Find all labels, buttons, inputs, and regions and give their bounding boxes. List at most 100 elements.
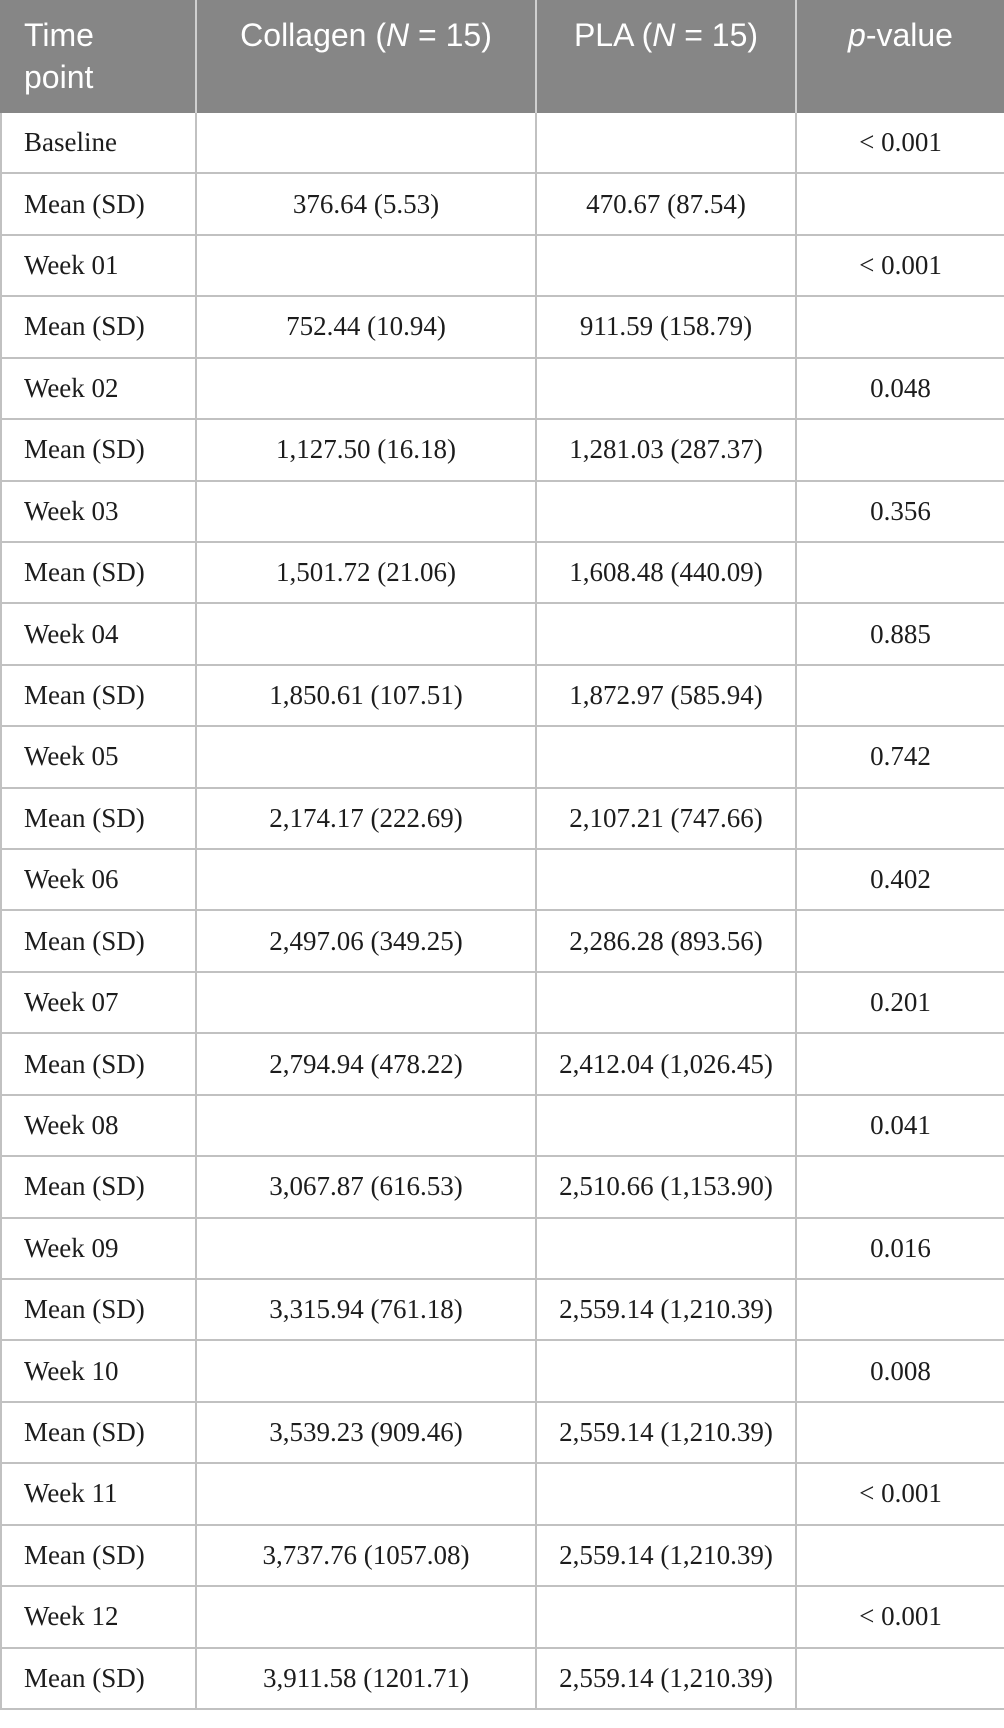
collagen-cell — [197, 235, 537, 298]
collagen-cell — [197, 358, 537, 421]
p-value-cell — [797, 666, 1004, 728]
p-value-cell: 0.742 — [797, 727, 1004, 789]
table-row: Mean (SD) 2,174.17 (222.69) 2,107.21 (747.… — [0, 788, 1004, 851]
table-row: Week 12 < 0.001 — [0, 1587, 1004, 1649]
table-body: Baseline < 0.001 Mean (SD) 376.64 (5.53) 470… — [0, 113, 1004, 1710]
pla-cell: 2,559.14 (1,210.39) — [537, 1525, 797, 1588]
time-point-cell: Week 02 — [0, 358, 197, 421]
pla-cell: 911.59 (158.79) — [537, 297, 797, 359]
collagen-cell: 3,315.94 (761.18) — [197, 1280, 537, 1342]
time-point-cell: Mean (SD) — [0, 174, 197, 236]
collagen-cell: 376.64 (5.53) — [197, 174, 537, 236]
pla-cell: 1,872.97 (585.94) — [537, 665, 797, 728]
p-value-cell — [797, 789, 1004, 851]
p-value-cell: 0.016 — [797, 1219, 1004, 1281]
time-point-cell: Baseline — [0, 113, 197, 175]
header-p-post: -value — [865, 17, 953, 53]
table-row: Week 08 0.041 — [0, 1095, 1004, 1158]
collagen-cell — [197, 1587, 537, 1649]
p-value-cell: 0.402 — [797, 850, 1004, 912]
table-row: Week 11 < 0.001 — [0, 1464, 1004, 1526]
p-value-cell: 0.008 — [797, 1341, 1004, 1403]
time-point-cell: Mean (SD) — [0, 788, 197, 851]
collagen-cell: 3,067.87 (616.53) — [197, 1157, 537, 1219]
pla-cell: 2,559.14 (1,210.39) — [537, 1648, 797, 1710]
time-point-cell: Week 05 — [0, 727, 197, 789]
time-point-cell: Mean (SD) — [0, 420, 197, 482]
table-row: Week 04 0.885 — [0, 604, 1004, 666]
pla-cell — [537, 727, 797, 789]
pla-cell — [537, 1587, 797, 1649]
collagen-cell: 752.44 (10.94) — [197, 297, 537, 359]
table-header: Time point Collagen (N = 15) PLA (N = 15… — [0, 0, 1004, 113]
time-point-cell: Mean (SD) — [0, 1280, 197, 1342]
table-row: Mean (SD) 1,501.72 (21.06) 1,608.48 (440.0… — [0, 542, 1004, 605]
time-point-cell: Week 04 — [0, 604, 197, 666]
p-value-cell — [797, 174, 1004, 236]
collagen-cell — [197, 972, 537, 1035]
time-point-cell: Mean (SD) — [0, 665, 197, 728]
time-point-cell: Mean (SD) — [0, 1157, 197, 1219]
collagen-cell — [197, 481, 537, 543]
header-collagen-n: N — [386, 17, 410, 53]
pla-cell: 1,608.48 (440.09) — [537, 542, 797, 605]
pla-cell: 470.67 (87.54) — [537, 174, 797, 236]
pla-cell — [537, 604, 797, 666]
time-point-cell: Week 01 — [0, 235, 197, 298]
table-row: Week 09 0.016 — [0, 1218, 1004, 1281]
pla-cell — [537, 113, 797, 175]
pla-cell: 1,281.03 (287.37) — [537, 420, 797, 482]
collagen-cell — [197, 727, 537, 789]
header-p-italic: p — [848, 17, 866, 53]
pla-cell — [537, 1464, 797, 1526]
table-row: Week 03 0.356 — [0, 481, 1004, 543]
header-p-value: p-value — [797, 0, 1004, 113]
table-row: Mean (SD) 1,850.61 (107.51) 1,872.97 (585.… — [0, 665, 1004, 728]
table-row: Mean (SD) 376.64 (5.53) 470.67 (87.54) — [0, 174, 1004, 236]
time-point-cell: Week 06 — [0, 850, 197, 912]
p-value-cell — [797, 297, 1004, 359]
pla-cell: 2,510.66 (1,153.90) — [537, 1157, 797, 1219]
collagen-cell — [197, 1218, 537, 1281]
header-collagen: Collagen (N = 15) — [197, 0, 537, 113]
header-pla: PLA (N = 15) — [537, 0, 797, 113]
pla-cell — [537, 1218, 797, 1281]
pla-cell — [537, 235, 797, 298]
pla-cell: 2,559.14 (1,210.39) — [537, 1402, 797, 1465]
p-value-cell — [797, 911, 1004, 973]
table-row: Mean (SD) 2,794.94 (478.22) 2,412.04 (1,02… — [0, 1034, 1004, 1096]
collagen-cell — [197, 604, 537, 666]
collagen-cell: 1,850.61 (107.51) — [197, 665, 537, 728]
p-value-cell — [797, 1649, 1004, 1710]
table-row: Mean (SD) 1,127.50 (16.18) 1,281.03 (287.3… — [0, 420, 1004, 482]
collagen-cell: 3,911.58 (1201.71) — [197, 1648, 537, 1710]
time-point-cell: Mean (SD) — [0, 911, 197, 973]
header-time-point: Time point — [0, 0, 197, 113]
time-point-cell: Mean (SD) — [0, 1648, 197, 1710]
header-collagen-pre: Collagen ( — [240, 17, 387, 53]
p-value-cell — [797, 1034, 1004, 1096]
pla-cell: 2,286.28 (893.56) — [537, 911, 797, 973]
collagen-cell — [197, 113, 537, 175]
p-value-cell: 0.048 — [797, 359, 1004, 421]
time-point-cell: Mean (SD) — [0, 1034, 197, 1096]
p-value-cell: 0.201 — [797, 973, 1004, 1035]
collagen-cell: 2,497.06 (349.25) — [197, 911, 537, 973]
p-value-cell: < 0.001 — [797, 236, 1004, 298]
table-row: Mean (SD) 3,539.23 (909.46) 2,559.14 (1,21… — [0, 1402, 1004, 1465]
time-point-cell: Week 09 — [0, 1218, 197, 1281]
collagen-cell — [197, 1095, 537, 1158]
time-point-cell: Mean (SD) — [0, 542, 197, 605]
time-point-cell: Week 12 — [0, 1587, 197, 1649]
pla-cell: 2,559.14 (1,210.39) — [537, 1280, 797, 1342]
p-value-cell — [797, 1403, 1004, 1465]
pla-cell — [537, 850, 797, 912]
collagen-cell: 2,794.94 (478.22) — [197, 1034, 537, 1096]
time-point-cell: Mean (SD) — [0, 1525, 197, 1588]
pla-cell — [537, 1095, 797, 1158]
pla-cell — [537, 481, 797, 543]
header-pla-post: = 15) — [675, 17, 759, 53]
p-value-cell: < 0.001 — [797, 1464, 1004, 1526]
